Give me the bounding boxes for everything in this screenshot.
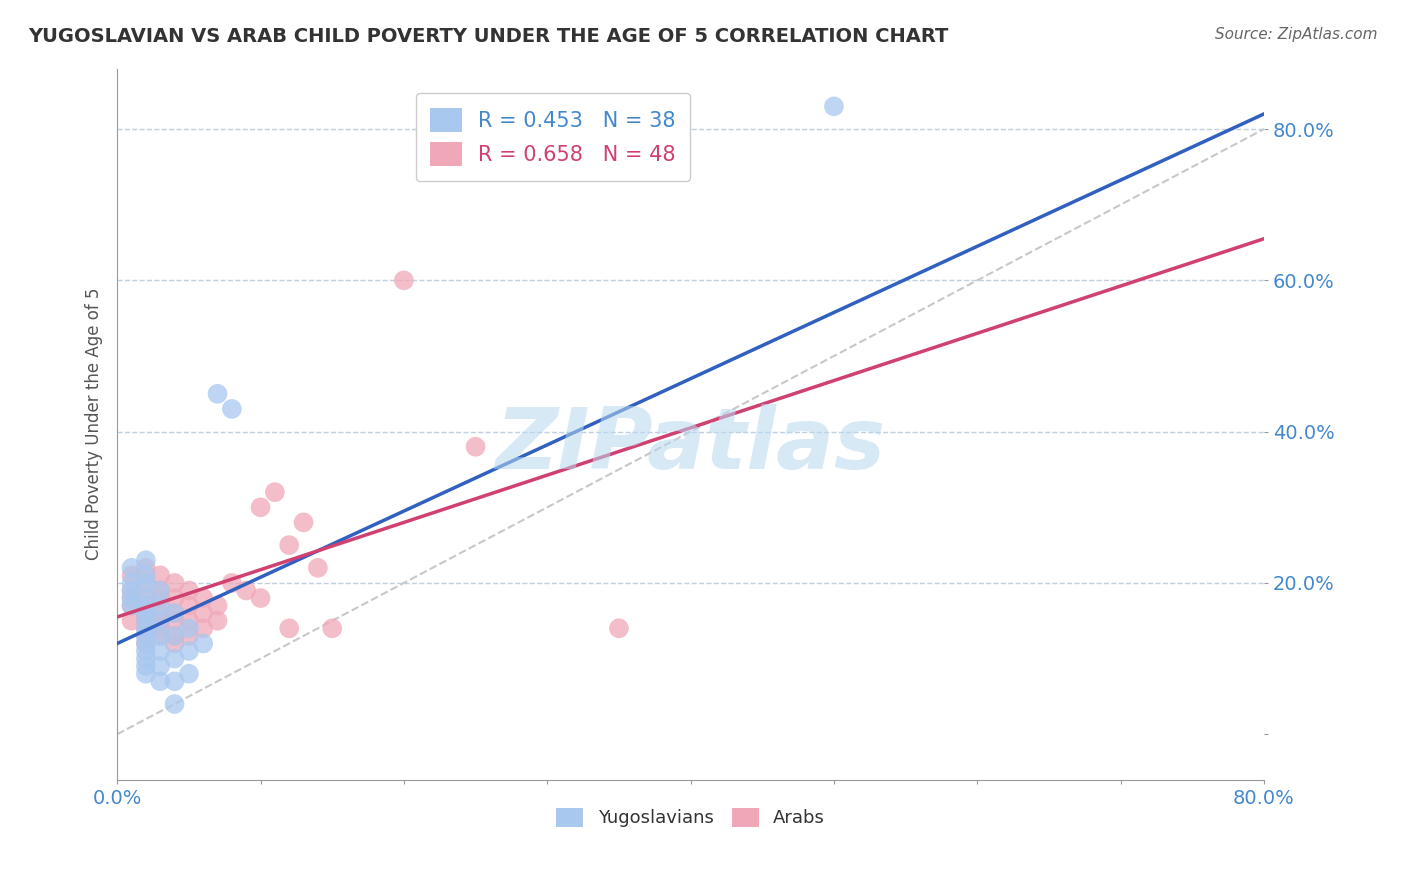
Point (392, 273, 415, 287)
Point (823, 99, 845, 113)
Point (121, 576, 143, 591)
Point (149, 614, 172, 628)
Point (149, 621, 172, 635)
Point (121, 583, 143, 598)
Point (121, 599, 143, 613)
Point (121, 614, 143, 628)
Point (177, 644, 200, 658)
Y-axis label: Child Poverty Under the Age of 5: Child Poverty Under the Age of 5 (86, 288, 103, 560)
Point (207, 599, 229, 613)
Point (149, 591, 172, 605)
Point (121, 599, 143, 613)
Point (135, 636, 157, 650)
Point (121, 591, 143, 605)
Point (135, 591, 157, 605)
Point (163, 674, 186, 689)
Point (135, 591, 157, 605)
Text: ZIPatlas: ZIPatlas (495, 404, 886, 487)
Point (163, 606, 186, 620)
Point (121, 583, 143, 598)
Point (177, 599, 200, 613)
Point (249, 500, 271, 515)
Point (135, 629, 157, 643)
Point (163, 651, 186, 665)
Point (149, 614, 172, 628)
Point (149, 629, 172, 643)
Point (135, 614, 157, 628)
Point (163, 629, 186, 643)
Point (278, 621, 301, 635)
Point (121, 568, 143, 582)
Point (207, 614, 229, 628)
Point (135, 629, 157, 643)
Point (135, 576, 157, 591)
Point (193, 591, 215, 605)
Point (163, 576, 186, 591)
Point (163, 636, 186, 650)
Point (163, 629, 186, 643)
Point (121, 591, 143, 605)
Point (321, 621, 343, 635)
Point (292, 516, 315, 530)
Point (163, 606, 186, 620)
Point (149, 568, 172, 582)
Point (135, 599, 157, 613)
Point (607, 621, 630, 635)
Point (307, 561, 329, 575)
Point (135, 644, 157, 658)
Point (135, 606, 157, 620)
Point (249, 591, 271, 605)
Text: YUGOSLAVIAN VS ARAB CHILD POVERTY UNDER THE AGE OF 5 CORRELATION CHART: YUGOSLAVIAN VS ARAB CHILD POVERTY UNDER … (28, 27, 949, 45)
Point (149, 583, 172, 598)
Point (135, 636, 157, 650)
Point (193, 636, 215, 650)
Point (149, 674, 172, 689)
Point (221, 401, 243, 416)
Point (163, 697, 186, 711)
Point (163, 591, 186, 605)
Point (121, 561, 143, 575)
Point (135, 606, 157, 620)
Point (177, 583, 200, 598)
Point (149, 606, 172, 620)
Point (149, 659, 172, 673)
Point (207, 386, 229, 401)
Text: Source: ZipAtlas.com: Source: ZipAtlas.com (1215, 27, 1378, 42)
Point (135, 561, 157, 575)
Point (135, 621, 157, 635)
Point (149, 599, 172, 613)
Point (464, 440, 486, 454)
Point (177, 666, 200, 681)
Point (177, 614, 200, 628)
Point (149, 629, 172, 643)
Point (135, 651, 157, 665)
Legend: Yugoslavians, Arabs: Yugoslavians, Arabs (548, 801, 832, 835)
Point (163, 614, 186, 628)
Point (135, 614, 157, 628)
Point (149, 583, 172, 598)
Point (135, 621, 157, 635)
Point (177, 629, 200, 643)
Point (149, 644, 172, 658)
Point (235, 583, 257, 598)
Point (263, 485, 285, 500)
Point (221, 576, 243, 591)
Point (135, 666, 157, 681)
Point (135, 659, 157, 673)
Point (135, 553, 157, 567)
Point (193, 621, 215, 635)
Point (193, 606, 215, 620)
Point (278, 538, 301, 552)
Point (177, 621, 200, 635)
Point (135, 568, 157, 582)
Point (135, 576, 157, 591)
